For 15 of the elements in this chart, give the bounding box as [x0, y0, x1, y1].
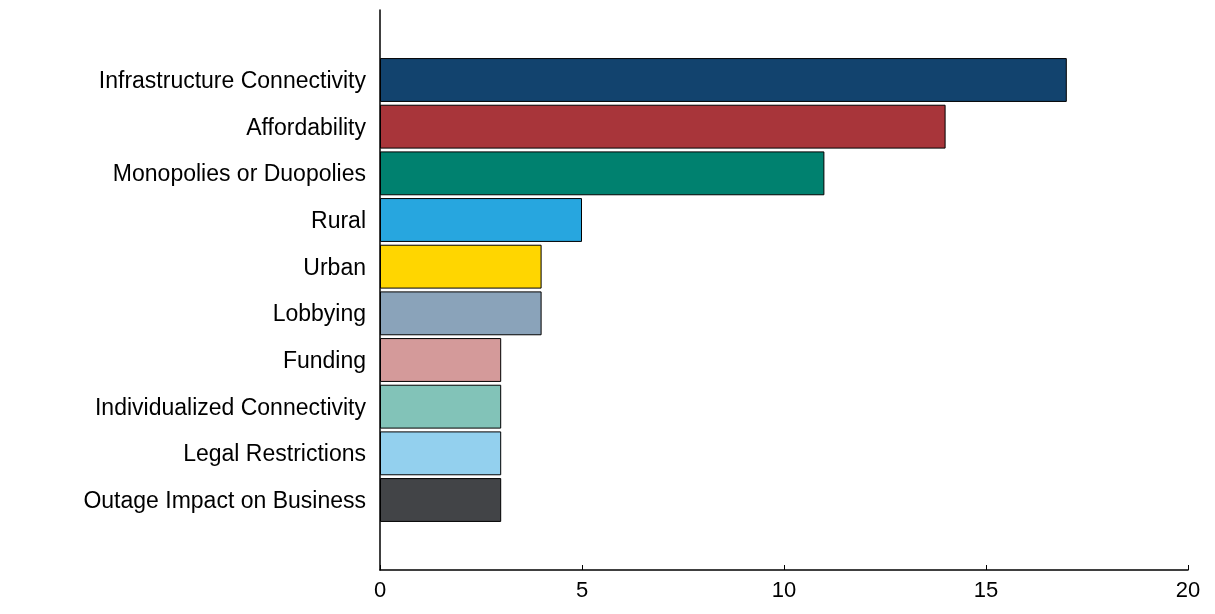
x-tick-label: 15 [973, 576, 999, 602]
x-tick-label: 10 [771, 576, 797, 602]
y-tick-label: Urban [303, 253, 366, 280]
y-tick-label: Monopolies or Duopolies [112, 160, 366, 187]
y-tick-label: Funding [282, 347, 366, 373]
y-tick-label: Individualized Connectivity [94, 393, 367, 420]
y-tick-label: Rural [311, 207, 366, 233]
y-tick-label: Outage Impact on Business [83, 487, 366, 513]
x-tick-label: 5 [575, 576, 589, 602]
x-tick-label: 0 [373, 576, 387, 602]
y-tick-label: Affordability [246, 113, 367, 140]
y-tick-label: Lobbying [272, 300, 366, 327]
y-tick-label: Infrastructure Connectivity [98, 67, 367, 93]
y-tick-label: Legal Restrictions [183, 440, 366, 467]
x-tick-label: 20 [1175, 576, 1201, 602]
